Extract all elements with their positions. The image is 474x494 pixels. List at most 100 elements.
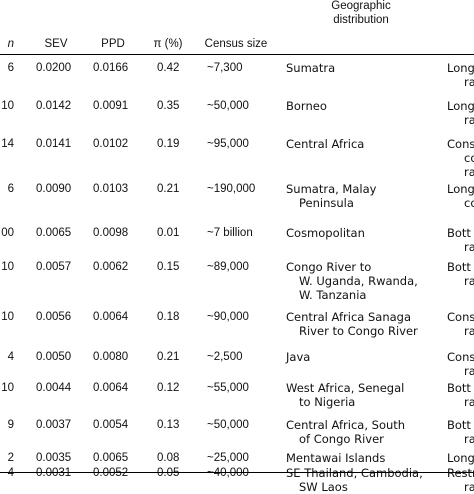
cell-n: 6 <box>7 183 14 195</box>
cell-pi: 0.18 <box>157 311 180 323</box>
geographic-line: of Congo River <box>299 432 384 446</box>
cell-sev: 0.0090 <box>36 183 72 195</box>
cell-geographic-distribution: Java <box>286 350 310 364</box>
cell-truncated-column: Cons ra <box>447 310 474 338</box>
cell-census-size: ~7 billion <box>207 227 253 239</box>
cell-ppd: 0.0098 <box>93 227 129 239</box>
truncated-line: ra <box>464 165 474 179</box>
geographic-line: Java <box>286 350 311 364</box>
cell-truncated-column: Cons ra <box>447 350 474 378</box>
truncated-line: Bott <box>447 381 471 395</box>
truncated-line: Long <box>447 451 474 465</box>
cell-census-size: ~40,000 <box>207 467 249 479</box>
cell-sev: 0.0057 <box>36 261 72 273</box>
cell-geographic-distribution: Mentawai Islands <box>286 451 385 465</box>
truncated-line: ra <box>464 324 474 338</box>
cell-sev: 0.0142 <box>36 100 72 112</box>
cell-census-size: ~25,000 <box>207 452 249 464</box>
cell-sev: 0.0031 <box>36 467 72 479</box>
cell-n: 4 <box>7 467 14 479</box>
truncated-line: Restr <box>447 466 474 480</box>
cell-truncated-column: Bott ra <box>447 226 474 254</box>
geographic-line: Congo River to <box>286 260 372 274</box>
cell-geographic-distribution: Congo River to W. Uganda, Rwanda, W. Tanza… <box>286 260 418 302</box>
geographic-line: Central Africa <box>286 137 365 151</box>
cell-geographic-distribution: SE Thailand, Cambodia, SW Laos <box>286 466 423 494</box>
cell-sev: 0.0044 <box>36 382 72 394</box>
truncated-line: ra <box>464 274 474 288</box>
cell-pi: 0.19 <box>157 138 180 150</box>
truncated-line: ra <box>464 432 474 446</box>
cell-n: 6 <box>7 62 14 74</box>
cell-n: 9 <box>7 419 14 431</box>
cell-pi: 0.13 <box>157 419 180 431</box>
cell-census-size: ~50,000 <box>207 419 249 431</box>
geographic-line: Mentawai Islands <box>286 451 386 465</box>
truncated-line: Bott <box>447 260 471 274</box>
cell-sev: 0.0141 <box>36 138 72 150</box>
cell-pi: 0.42 <box>157 62 180 74</box>
cell-sev: 0.0050 <box>36 351 72 363</box>
cell-geographic-distribution: Sumatra <box>286 61 335 75</box>
cell-pi: 0.01 <box>157 227 180 239</box>
truncated-line: ra <box>464 75 474 89</box>
cell-census-size: ~50,000 <box>207 100 249 112</box>
cell-geographic-distribution: Borneo <box>286 99 327 113</box>
cell-pi: 0.12 <box>157 382 180 394</box>
truncated-line: Long <box>447 61 474 75</box>
cell-truncated-column: Restr ra <box>447 466 474 494</box>
cell-truncated-column: Long ra <box>447 99 474 127</box>
cell-truncated-column: Bott ra <box>447 260 474 288</box>
truncated-line: Long <box>447 182 474 196</box>
cell-truncated-column: Long ra <box>447 61 474 89</box>
cell-truncated-column: Long co <box>447 182 474 210</box>
geographic-line: W. Tanzania <box>299 288 367 302</box>
truncated-line: Cons <box>447 310 474 324</box>
cell-geographic-distribution: Central Africa <box>286 137 364 151</box>
cell-census-size: ~2,500 <box>207 351 243 363</box>
cell-sev: 0.0065 <box>36 227 72 239</box>
geographic-line: SW Laos <box>299 480 348 494</box>
header-geographic-2: distribution <box>333 14 389 26</box>
truncated-line: Cons <box>447 137 474 151</box>
cell-pi: 0.05 <box>157 467 180 479</box>
cell-ppd: 0.0166 <box>93 62 129 74</box>
table-bottom-rule <box>0 472 474 473</box>
geographic-line: Cosmopolitan <box>286 226 365 240</box>
cell-geographic-distribution: Central Africa Sanaga River to Congo Rive… <box>286 310 418 338</box>
cell-sev: 0.0035 <box>36 452 72 464</box>
cell-n: 10 <box>1 311 14 323</box>
geographic-line: Sumatra <box>286 61 336 75</box>
cell-pi: 0.35 <box>157 100 180 112</box>
cell-n: 4 <box>7 351 14 363</box>
cell-census-size: ~90,000 <box>207 311 249 323</box>
cell-census-size: ~7,300 <box>207 62 243 74</box>
cell-ppd: 0.0052 <box>93 467 129 479</box>
truncated-line: Long <box>447 99 474 113</box>
cell-ppd: 0.0080 <box>93 351 129 363</box>
cell-census-size: ~95,000 <box>207 138 249 150</box>
truncated-line: co <box>464 151 474 165</box>
cell-geographic-distribution: West Africa, Senegal to Nigeria <box>286 381 404 409</box>
cell-n: 10 <box>1 382 14 394</box>
cell-n: 10 <box>1 100 14 112</box>
cell-truncated-column: Cons co ra <box>447 137 474 179</box>
truncated-line: ra <box>464 113 474 127</box>
cell-pi: 0.21 <box>157 183 180 195</box>
truncated-line: Bott <box>447 226 471 240</box>
geographic-line: to Nigeria <box>299 395 356 409</box>
header-pi: π (%) <box>153 38 183 50</box>
header-census-size: Census size <box>204 38 268 50</box>
cell-truncated-column: Bott ra <box>447 381 474 409</box>
truncated-line: ra <box>464 364 474 378</box>
cell-ppd: 0.0062 <box>93 261 129 273</box>
cell-ppd: 0.0103 <box>93 183 129 195</box>
geographic-line: West Africa, Senegal <box>286 381 405 395</box>
cell-pi: 0.21 <box>157 351 180 363</box>
cell-census-size: ~55,000 <box>207 382 249 394</box>
geographic-line: Central Africa Sanaga <box>286 310 412 324</box>
cell-n: 10 <box>1 261 14 273</box>
truncated-line: Bott <box>447 418 471 432</box>
cell-census-size: ~190,000 <box>207 183 256 195</box>
